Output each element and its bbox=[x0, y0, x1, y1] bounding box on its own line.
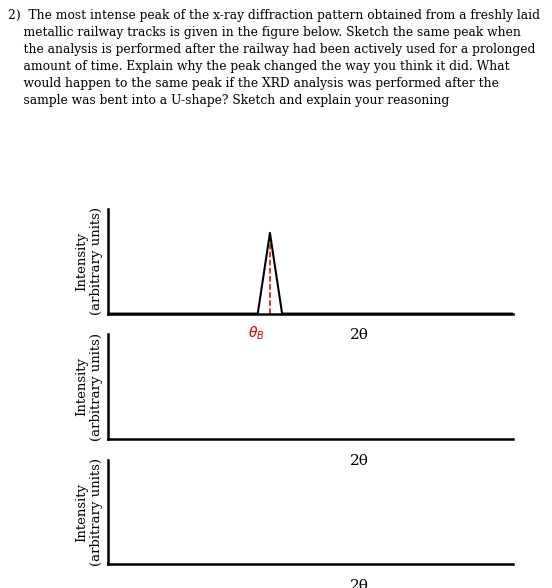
Y-axis label: Intensity
(arbitrary units): Intensity (arbitrary units) bbox=[76, 333, 103, 440]
Text: $\theta_B$: $\theta_B$ bbox=[248, 324, 264, 342]
Text: 2θ: 2θ bbox=[350, 579, 369, 588]
Y-axis label: Intensity
(arbitrary units): Intensity (arbitrary units) bbox=[76, 207, 103, 315]
Text: 2θ: 2θ bbox=[350, 328, 369, 342]
Text: 2θ: 2θ bbox=[350, 454, 369, 467]
Y-axis label: Intensity
(arbitrary units): Intensity (arbitrary units) bbox=[76, 458, 103, 566]
Text: 2)  The most intense peak of the x-ray diffraction pattern obtained from a fresh: 2) The most intense peak of the x-ray di… bbox=[8, 9, 540, 107]
